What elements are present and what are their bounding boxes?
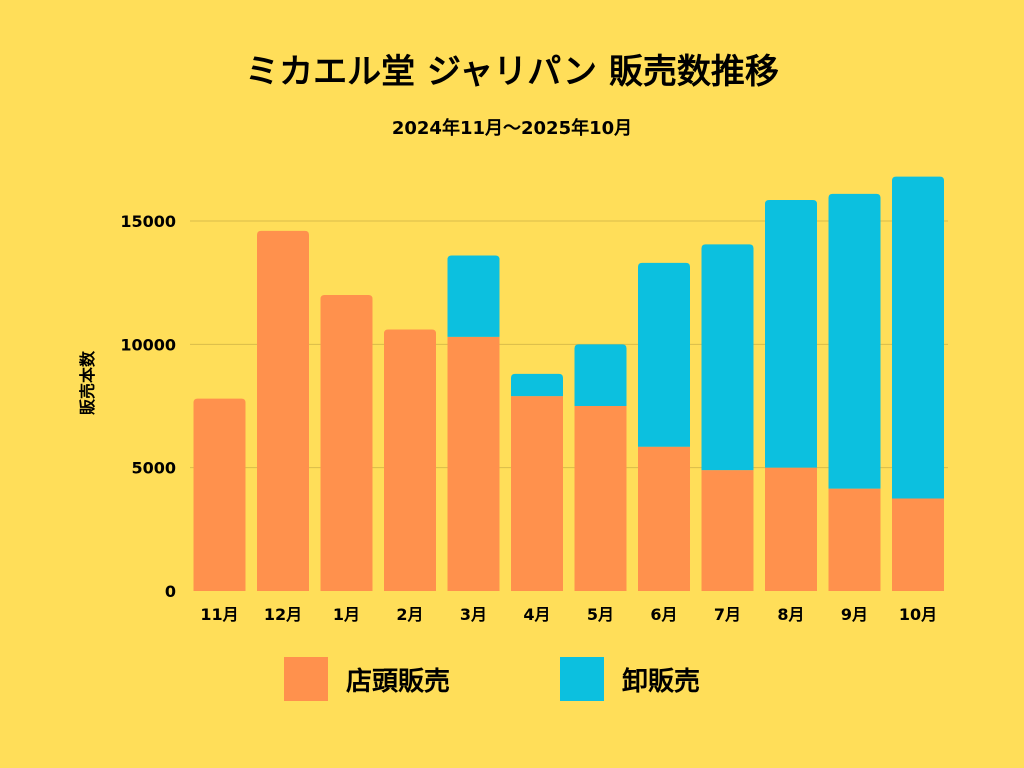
- bar-store: [892, 498, 944, 591]
- bar-wholesale: [892, 176, 944, 499]
- bar-wholesale: [701, 244, 754, 471]
- y-tick-label: 10000: [120, 335, 176, 354]
- legend-swatch-store: [284, 657, 328, 701]
- y-tick-label: 0: [165, 582, 176, 601]
- y-axis-label: 販売本数: [78, 350, 97, 415]
- bar-store: [638, 446, 690, 591]
- bar-wholesale: [447, 255, 500, 337]
- x-tick-label: 10月: [899, 605, 937, 624]
- legend-item-wholesale: 卸販売: [560, 657, 700, 701]
- bar-store: [257, 230, 309, 591]
- legend-swatch-wholesale: [560, 657, 604, 701]
- bar-store: [828, 488, 881, 591]
- bar-wholesale: [828, 193, 881, 489]
- bar-wholesale: [638, 262, 690, 447]
- bar-store: [320, 295, 373, 591]
- y-tick-label: 15000: [120, 212, 176, 231]
- legend-label-store: 店頭販売: [346, 666, 451, 697]
- bar-store: [384, 329, 436, 591]
- x-tick-label: 9月: [841, 605, 868, 624]
- bar-wholesale: [765, 200, 817, 468]
- x-tick-label: 12月: [264, 605, 302, 624]
- y-tick-label: 5000: [131, 459, 176, 478]
- bar-wholesale: [511, 373, 563, 397]
- x-tick-label: 8月: [777, 605, 804, 624]
- chart-subtitle: 2024年11月〜2025年10月: [391, 118, 633, 139]
- x-tick-label: 3月: [460, 605, 487, 624]
- legend-item-store: 店頭販売: [284, 657, 450, 701]
- legend-label-wholesale: 卸販売: [622, 666, 701, 697]
- bar-store: [447, 336, 500, 591]
- x-tick-label: 7月: [714, 605, 741, 624]
- x-tick-label: 5月: [587, 605, 614, 624]
- bar-store: [193, 398, 246, 591]
- x-tick-label: 6月: [650, 605, 677, 624]
- x-tick-label: 2月: [396, 605, 423, 624]
- bar-store: [574, 406, 627, 591]
- bar-store: [511, 396, 563, 591]
- bar-wholesale: [574, 344, 627, 406]
- chart-title: ミカエル堂 ジャリパン 販売数推移: [245, 52, 779, 92]
- x-tick-label: 11月: [200, 605, 238, 624]
- x-tick-label: 4月: [523, 605, 550, 624]
- x-tick-label: 1月: [333, 605, 360, 624]
- bar-store: [701, 470, 754, 591]
- bar-store: [765, 467, 817, 591]
